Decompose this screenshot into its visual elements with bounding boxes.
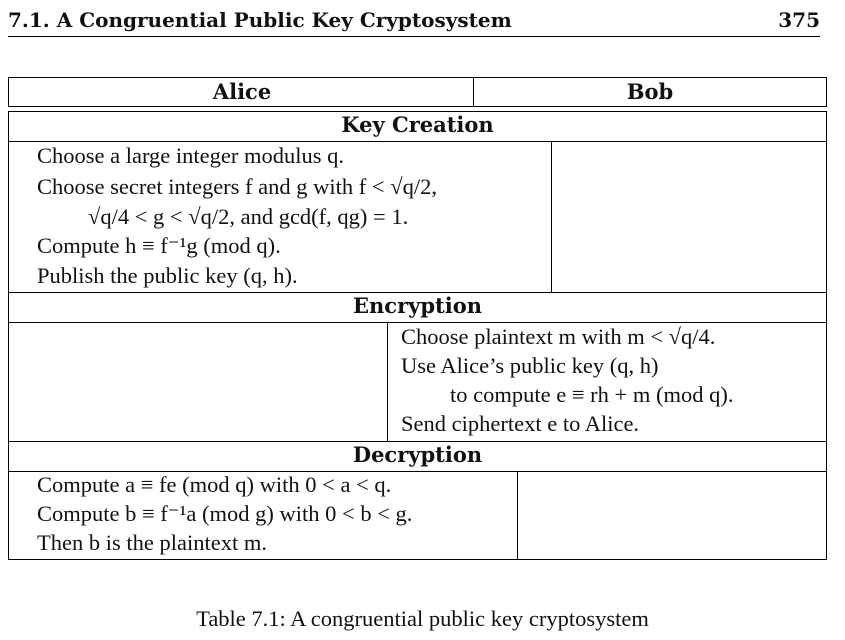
- section-heading-key-creation: Key Creation: [341, 112, 494, 137]
- section-heading-encryption: Encryption: [353, 293, 482, 318]
- cell-divider: [517, 471, 518, 560]
- page-number: 375: [778, 8, 820, 32]
- rule: [8, 141, 827, 142]
- column-header-row: Alice Bob: [8, 77, 827, 107]
- decryption-step: Compute b ≡ f⁻¹a (mod g) with 0 < b < g.: [37, 501, 413, 526]
- column-header-bob: Bob: [626, 79, 674, 104]
- table-caption: Table 7.1: A congruential public key cry…: [196, 606, 649, 631]
- rule: [8, 471, 827, 472]
- decryption-step: Compute a ≡ fe (mod q) with 0 < a < q.: [37, 472, 392, 497]
- cell-divider: [387, 322, 388, 441]
- key-creation-step: Publish the public key (q, h).: [37, 263, 298, 288]
- running-header: 7.1. A Congruential Public Key Cryptosys…: [8, 6, 820, 37]
- section-heading-decryption: Decryption: [352, 442, 483, 467]
- key-creation-step: Choose secret integers f and g with f < …: [37, 174, 437, 199]
- decryption-step: Then b is the plaintext m.: [37, 530, 267, 555]
- rule: [8, 441, 827, 442]
- protocol-table: [8, 111, 827, 560]
- key-creation-step: Compute h ≡ f⁻¹g (mod q).: [37, 233, 281, 258]
- encryption-step: to compute e ≡ rh + m (mod q).: [450, 382, 734, 407]
- column-divider: [473, 77, 474, 107]
- column-header-alice: Alice: [212, 79, 272, 104]
- section-title: 7.1. A Congruential Public Key Cryptosys…: [8, 8, 512, 32]
- encryption-step: Choose plaintext m with m < √q/4.: [401, 324, 716, 349]
- cell-divider: [551, 141, 552, 292]
- key-creation-step: Choose a large integer modulus q.: [37, 143, 345, 168]
- encryption-step: Use Alice’s public key (q, h): [401, 353, 659, 378]
- key-creation-step: √q/4 < g < √q/2, and gcd(f, qg) = 1.: [88, 204, 409, 229]
- rule: [8, 292, 827, 293]
- encryption-step: Send ciphertext e to Alice.: [401, 411, 640, 436]
- rule: [8, 322, 827, 323]
